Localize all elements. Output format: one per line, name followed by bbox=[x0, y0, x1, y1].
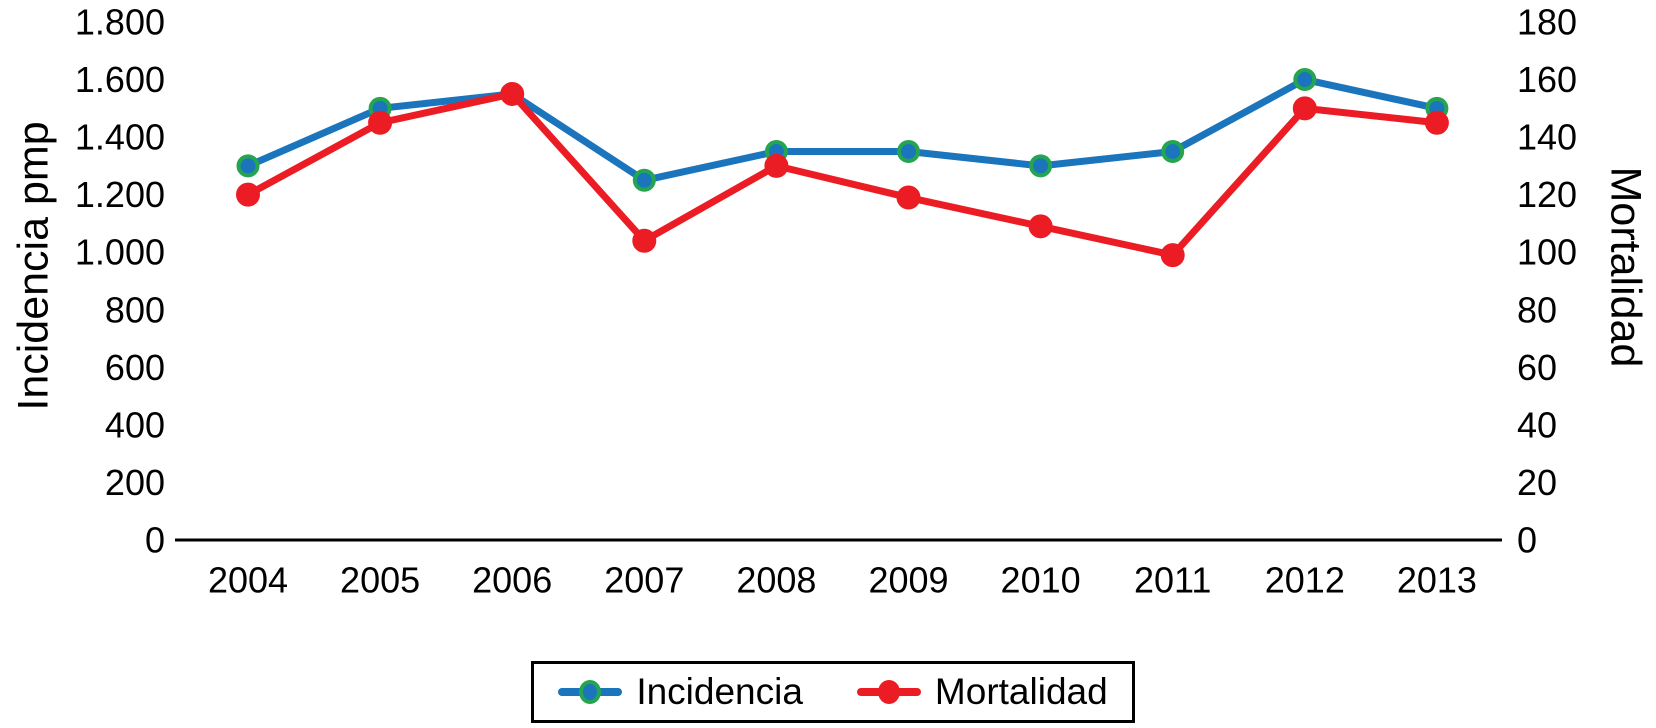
left-axis-tick-label: 200 bbox=[105, 462, 165, 503]
right-axis-tick-label: 180 bbox=[1517, 2, 1577, 43]
mortalidad-marker bbox=[632, 228, 657, 253]
mortalidad-marker bbox=[1292, 96, 1317, 121]
legend-label-incidencia: Incidencia bbox=[636, 671, 803, 712]
x-axis-tick-label: 2009 bbox=[868, 560, 948, 601]
left-axis-title: Incidencia pmp bbox=[9, 121, 58, 411]
x-axis-tick-label: 2004 bbox=[208, 560, 288, 601]
mortalidad-marker bbox=[1424, 110, 1449, 135]
left-axis-tick-label: 1.200 bbox=[75, 174, 165, 215]
mortalidad-marker bbox=[1160, 243, 1185, 268]
left-axis-tick-label: 1.800 bbox=[75, 2, 165, 43]
legend-item-mortalidad: Mortalidad bbox=[856, 671, 1108, 713]
mortalidad-marker bbox=[764, 153, 789, 178]
legend-label-mortalidad: Mortalidad bbox=[934, 671, 1108, 712]
left-axis-tick-label: 600 bbox=[105, 347, 165, 388]
incidencia-line bbox=[244, 76, 1441, 184]
x-axis-tick-label: 2007 bbox=[604, 560, 684, 601]
right-axis-tick-label: 40 bbox=[1517, 404, 1557, 445]
right-axis-title: Mortalidad bbox=[1601, 166, 1650, 368]
mortalidad-marker bbox=[500, 81, 525, 106]
incidencia-marker bbox=[1161, 140, 1185, 163]
legend-item-incidencia: Incidencia bbox=[558, 671, 803, 713]
left-axis-tick-label: 1.000 bbox=[75, 232, 165, 273]
mortalidad-marker bbox=[236, 182, 260, 207]
x-axis-tick-label: 2006 bbox=[472, 560, 552, 601]
x-axis-tick-label: 2010 bbox=[1001, 560, 1081, 601]
incidencia-marker bbox=[1293, 68, 1317, 92]
right-axis-tick-label: 20 bbox=[1517, 462, 1557, 503]
x-axis-tick-label: 2013 bbox=[1397, 560, 1477, 601]
right-axis-tick-label: 100 bbox=[1517, 232, 1577, 273]
right-axis-tick-label: 120 bbox=[1517, 174, 1577, 215]
legend: Incidencia Mortalidad bbox=[531, 661, 1135, 723]
incidencia-marker bbox=[897, 140, 920, 163]
x-axis-tick-label: 2011 bbox=[1134, 560, 1211, 601]
mortalidad-marker bbox=[368, 110, 393, 135]
left-axis-tick-label: 400 bbox=[105, 404, 165, 445]
incidencia-marker bbox=[632, 168, 656, 192]
incidencia-line-marker-icon bbox=[558, 679, 623, 705]
right-axis-tick-label: 0 bbox=[1517, 520, 1537, 561]
right-axis-tick-label: 140 bbox=[1517, 117, 1577, 158]
right-axis-tick-label: 60 bbox=[1517, 347, 1557, 388]
left-axis-tick-label: 1.400 bbox=[75, 117, 165, 158]
incidencia-marker-sample bbox=[579, 680, 602, 704]
right-axis-tick-label: 160 bbox=[1517, 59, 1577, 100]
mortalidad-marker bbox=[896, 185, 921, 210]
x-axis-tick-label: 2008 bbox=[736, 560, 816, 601]
mortalidad-marker-sample bbox=[877, 680, 900, 704]
mortalidad-line-marker-icon bbox=[856, 679, 921, 705]
mortalidad-line bbox=[244, 90, 1441, 259]
mortalidad-marker bbox=[1028, 214, 1053, 239]
left-axis-tick-label: 800 bbox=[105, 289, 165, 330]
x-axis-tick-label: 2005 bbox=[340, 560, 420, 601]
x-axis-tick-label: 2012 bbox=[1265, 560, 1345, 601]
left-axis-tick-label: 0 bbox=[145, 520, 165, 561]
left-axis-tick-label: 1.600 bbox=[75, 59, 165, 100]
incidencia-marker bbox=[1029, 154, 1053, 178]
right-axis-tick-label: 80 bbox=[1517, 289, 1557, 330]
incidencia-marker bbox=[236, 154, 260, 178]
